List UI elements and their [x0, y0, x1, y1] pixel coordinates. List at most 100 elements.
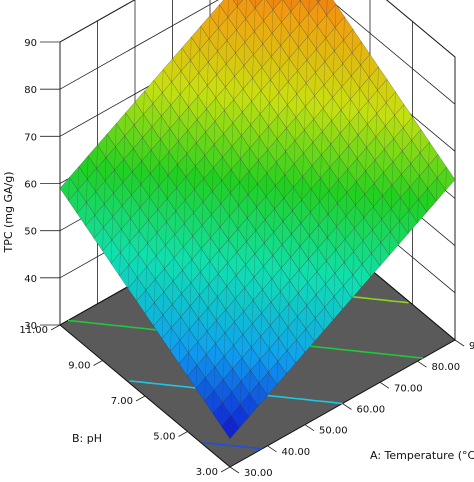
surface-diag-0-2 — [212, 390, 215, 414]
surface-diag-6-2 — [269, 325, 271, 349]
surface-diag-4-2 — [250, 347, 252, 371]
surface-diag-4-9 — [190, 259, 193, 283]
surface-diag-8-17 — [160, 116, 162, 140]
surface-diag-7-17 — [150, 126, 153, 151]
surface-diag-19-0 — [407, 210, 410, 234]
surface-diag-11-16 — [196, 96, 199, 120]
surface-diag-4-4 — [233, 322, 235, 346]
surface-diag-18-9 — [322, 108, 324, 132]
surface-diag-7-10 — [210, 214, 212, 238]
surface-diag-19-2 — [390, 185, 393, 209]
surface-diag-13-17 — [207, 62, 209, 86]
surface-diag-18-12 — [296, 70, 298, 95]
surface-diag-2-18 — [95, 168, 97, 192]
surface-diag-9-7 — [254, 230, 256, 254]
surface-diag-16-0 — [379, 242, 382, 266]
surface-diag-1-0 — [239, 404, 241, 428]
surface-diag-22-12 — [334, 27, 336, 51]
surface-diag-10-4 — [289, 257, 291, 281]
surface-diag-18-4 — [364, 170, 366, 195]
surface-diag-10-5 — [281, 244, 283, 269]
surface-diag-6-17 — [141, 137, 143, 162]
surface-diag-9-10 — [229, 192, 231, 217]
surface-diag-14-0 — [361, 264, 363, 288]
surface-diag-17-16 — [253, 31, 255, 55]
surface-diag-17-4 — [355, 181, 357, 206]
surface-diag-18-0 — [398, 221, 400, 245]
surface-diag-9-14 — [195, 142, 197, 167]
surface-diag-12-5 — [299, 223, 302, 247]
surface-diag-2-1 — [240, 381, 242, 405]
surface-diag-1-9 — [162, 291, 164, 316]
surface-diag-12-11 — [248, 148, 251, 172]
surface-diag-8-19 — [143, 91, 145, 115]
surface-diag-3-6 — [206, 307, 209, 332]
surface-diag-5-15 — [149, 173, 151, 197]
surface-diag-6-13 — [175, 187, 177, 212]
surface-diag-2-3 — [223, 356, 225, 380]
surface-diag-6-6 — [235, 275, 237, 299]
surface-diag-18-14 — [279, 45, 281, 70]
surface-diag-12-1 — [333, 273, 336, 297]
surface-diag-6-10 — [201, 225, 203, 249]
surface-diag-15-5 — [327, 190, 330, 215]
surface-diag-23-3 — [419, 129, 422, 153]
surface-diag-11-12 — [230, 146, 233, 170]
surface-diag-10-12 — [221, 157, 223, 181]
surface-diag-18-6 — [347, 145, 349, 170]
surface-diag-11-19 — [171, 58, 173, 83]
surface-diag-16-14 — [260, 67, 263, 91]
surface-diag-0-6 — [178, 340, 181, 364]
surface-diag-19-3 — [382, 172, 384, 197]
surface-diag-13-0 — [351, 275, 353, 299]
surface-diag-9-0 — [314, 318, 316, 342]
surface-diag-11-14 — [213, 121, 216, 145]
z-tick-label: 70 — [24, 132, 37, 143]
surface-diag-20-9 — [340, 86, 343, 111]
surface-diag-18-2 — [381, 196, 383, 220]
surface-diag-1-17 — [94, 191, 96, 216]
surface-diag-5-13 — [166, 198, 168, 222]
surface-diag-4-5 — [224, 309, 227, 333]
surface-diag-6-4 — [252, 300, 254, 324]
surface-diag-18-13 — [288, 58, 290, 82]
surface-diag-19-16 — [271, 9, 274, 34]
surface-diag-9-12 — [212, 167, 214, 192]
surface-diag-15-11 — [276, 115, 279, 140]
surface-diag-10-2 — [306, 282, 308, 306]
surface-diag-3-14 — [138, 207, 141, 231]
surface-diag-10-9 — [247, 194, 249, 219]
surface-diag-23-7 — [385, 79, 388, 103]
surface-diag-17-17 — [244, 18, 246, 43]
surface-diag-20-0 — [417, 199, 419, 223]
surface-diag-13-15 — [224, 87, 226, 111]
surface-diag-23-1 — [436, 154, 439, 178]
surface-diag-10-1 — [315, 294, 317, 319]
surface-diag-14-3 — [335, 226, 337, 251]
surface-diag-17-8 — [321, 131, 323, 156]
surface-diag-8-10 — [219, 203, 222, 228]
surface-diag-21-5 — [384, 126, 386, 150]
surface-diag-15-9 — [293, 140, 296, 165]
surface-diag-1-10 — [154, 279, 156, 303]
surface-diag-11-3 — [307, 259, 309, 283]
surface-diag-17-1 — [380, 219, 382, 243]
x-tick-mark — [454, 339, 465, 347]
surface-diag-3-1 — [249, 370, 251, 394]
surface-diag-17-5 — [346, 169, 348, 193]
surface-diag-15-3 — [344, 215, 347, 240]
surface-diag-2-11 — [155, 256, 157, 280]
surface-diag-6-5 — [243, 287, 245, 312]
surface-diag-19-15 — [280, 22, 282, 46]
surface-diag-19-17 — [263, 0, 265, 21]
surface-diag-16-3 — [354, 205, 356, 229]
surface-diag-15-6 — [319, 178, 321, 202]
surface-diag-1-16 — [103, 204, 105, 228]
surface-diag-21-12 — [324, 38, 326, 62]
surface-diag-23-10 — [360, 41, 362, 66]
surface-diag-20-8 — [349, 99, 351, 123]
surface-diag-11-10 — [247, 171, 250, 195]
surface-diag-16-15 — [252, 54, 254, 79]
surface-diag-12-13 — [231, 123, 234, 147]
surface-diag-13-1 — [343, 262, 345, 286]
